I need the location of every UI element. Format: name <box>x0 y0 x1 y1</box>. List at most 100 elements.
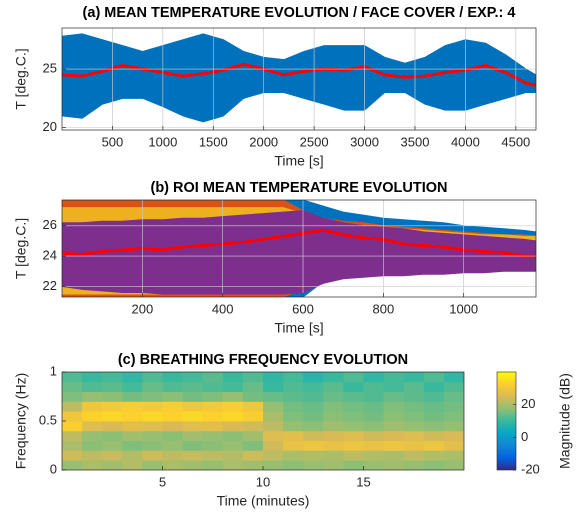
heatmap-cell <box>303 372 324 383</box>
heatmap-cell <box>363 372 384 383</box>
heatmap-cell <box>202 401 224 412</box>
heatmap-cell <box>363 460 384 470</box>
heatmap-cell <box>363 430 384 441</box>
x-tick-label: 4500 <box>501 134 530 149</box>
heatmap-cell <box>283 391 304 402</box>
heatmap-cell <box>443 430 464 441</box>
heatmap-cell <box>363 421 384 432</box>
heatmap-cell <box>102 411 123 422</box>
heatmap-cell <box>202 450 224 461</box>
heatmap-cell <box>182 440 204 451</box>
heatmap-cell <box>122 401 143 412</box>
heatmap-cell <box>423 381 445 392</box>
heatmap-cell <box>443 381 464 392</box>
x-tick-label: 1500 <box>199 134 228 149</box>
heatmap-cell <box>62 391 83 402</box>
x-tick-label: 10 <box>256 474 270 489</box>
heatmap-cell <box>142 450 163 461</box>
heatmap-cell <box>242 450 264 461</box>
heatmap-cell <box>102 391 123 402</box>
y-axis-label: T [deg.C.] <box>13 218 29 279</box>
heatmap-cell <box>202 421 224 432</box>
heatmap-cell <box>363 440 384 451</box>
heatmap-cell <box>142 421 163 432</box>
y-tick-label: 0 <box>50 461 57 476</box>
heatmap-cell <box>122 450 143 461</box>
heatmap-cell <box>283 430 304 441</box>
colorbar <box>496 371 517 471</box>
heatmap-cell <box>303 440 324 451</box>
heatmap-cell <box>142 430 163 441</box>
subplot: 200 400 600 800 1000 22 24 26 (b) ROI MEAN TEMPE… <box>13 180 537 336</box>
heatmap-cell <box>383 421 405 432</box>
heatmap-cell <box>242 381 264 392</box>
heatmap-cell <box>62 421 83 432</box>
heatmap-cell <box>263 401 284 412</box>
heatmap-cell <box>443 440 464 451</box>
heatmap-cell <box>222 401 244 412</box>
heatmap-cell <box>323 460 344 470</box>
heatmap-cell <box>222 391 244 402</box>
subplot: -20 0 20 Magnitude (dB) 5 10 15 0 0.5 1 (c) BREATH… <box>13 352 573 509</box>
heatmap-cell <box>403 411 425 422</box>
heatmap-cell <box>102 401 123 412</box>
heatmap-cell <box>102 381 123 392</box>
heatmap-cell <box>162 460 183 470</box>
heatmap-cell <box>182 411 204 422</box>
heatmap-cell <box>62 411 83 422</box>
heatmap-cell <box>162 381 183 392</box>
heatmap-cell <box>102 421 123 432</box>
heatmap-cell <box>263 430 284 441</box>
heatmap-cell <box>323 411 344 422</box>
heatmap-cell <box>423 460 445 470</box>
heatmap-cell <box>82 450 103 461</box>
heatmap-cell <box>202 381 224 392</box>
heatmap-cell <box>62 460 83 470</box>
x-tick-label: 200 <box>131 301 153 316</box>
heatmap-cell <box>222 440 244 451</box>
heatmap-cell <box>142 440 163 451</box>
heatmap-cell <box>242 460 264 470</box>
heatmap-cell <box>222 411 244 422</box>
heatmap-cell <box>222 421 244 432</box>
heatmap-cell <box>383 411 405 422</box>
heatmap-cell <box>182 391 204 402</box>
heatmap-cell <box>263 440 284 451</box>
heatmap-cell <box>222 372 244 383</box>
x-axis-label: Time [s] <box>274 153 323 169</box>
heatmap-cell <box>182 430 204 441</box>
heatmap-cell <box>343 460 364 470</box>
colorbar-label: Magnitude (dB) <box>557 373 573 469</box>
chart-title: (c) BREATHING FREQUENCY EVOLUTION <box>118 352 408 368</box>
heatmap-cell <box>162 411 183 422</box>
heatmap-cell <box>303 391 324 402</box>
heatmap-cell <box>202 391 224 402</box>
heatmap-cell <box>303 381 324 392</box>
heatmap-cell <box>423 391 445 402</box>
y-axis-label: Frequency (Hz) <box>13 373 29 469</box>
heatmap-cell <box>222 460 244 470</box>
heatmap-cell <box>242 411 264 422</box>
heatmap-cell <box>242 372 264 383</box>
heatmap-cell <box>423 411 445 422</box>
heatmap-cell <box>122 460 143 470</box>
heatmap-cell <box>182 372 204 383</box>
x-tick-label: 500 <box>102 134 124 149</box>
x-tick-label: 3000 <box>350 134 379 149</box>
heatmap-cell <box>343 372 364 383</box>
x-tick-label: 15 <box>356 474 370 489</box>
heatmap-cell <box>142 411 163 422</box>
x-tick-label: 2500 <box>300 134 329 149</box>
heatmap-cell <box>162 421 183 432</box>
heatmap-cell <box>383 430 405 441</box>
heatmap-cell <box>62 372 83 383</box>
heatmap-cell <box>102 372 123 383</box>
heatmap-cell <box>403 421 425 432</box>
heatmap-cell <box>162 430 183 441</box>
heatmap-cell <box>242 401 264 412</box>
heatmap-cell <box>142 372 163 383</box>
heatmap-cell <box>82 401 103 412</box>
heatmap-cell <box>343 440 364 451</box>
heatmap-cell <box>403 440 425 451</box>
heatmap-cell <box>383 450 405 461</box>
